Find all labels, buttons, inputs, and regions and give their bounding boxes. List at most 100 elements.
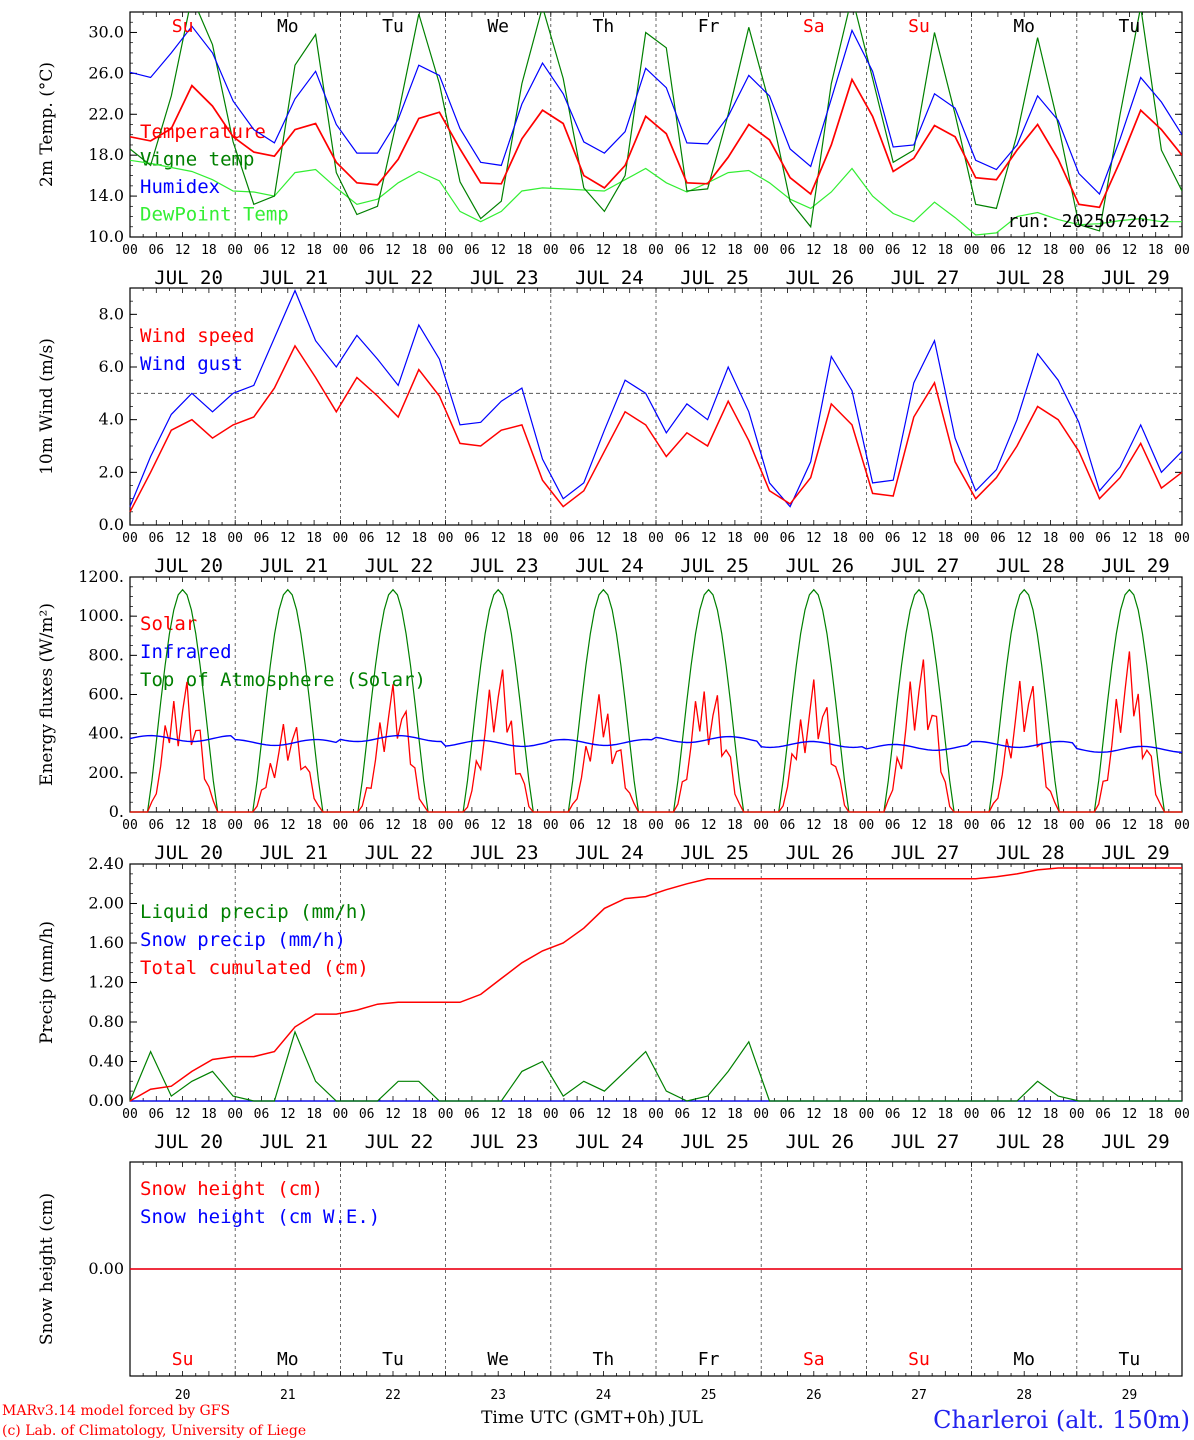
hour-label: 06 <box>569 531 585 546</box>
y-tick-label: 22.0 <box>88 104 124 123</box>
x-axis-title: Time UTC (GMT+0h) JUL <box>481 1408 703 1428</box>
weekday-label: Mo <box>277 16 299 37</box>
y-tick-label: 0.00 <box>88 1259 124 1278</box>
hour-label: 18 <box>622 531 638 546</box>
hour-label: 18 <box>1043 818 1059 833</box>
hour-label: 18 <box>1148 1107 1164 1122</box>
day-label: JUL 20 <box>154 555 223 577</box>
hour-label: 12 <box>1016 1107 1032 1122</box>
hour-label: 18 <box>201 1107 217 1122</box>
y-tick-label: 2.00 <box>88 894 124 913</box>
hour-label: 00 <box>333 243 349 258</box>
day-label: JUL 20 <box>154 842 223 864</box>
y-tick-label: 800. <box>88 645 124 664</box>
hour-label: 12 <box>385 1107 401 1122</box>
hour-label: 12 <box>806 818 822 833</box>
hour-label: 06 <box>885 1107 901 1122</box>
y-tick-label: 6.0 <box>99 357 124 376</box>
series-humidex <box>130 25 1182 196</box>
hour-label: 12 <box>490 1107 506 1122</box>
hour-label: 06 <box>569 243 585 258</box>
day-label: JUL 28 <box>996 267 1065 289</box>
day-label: JUL 26 <box>785 555 854 577</box>
hour-label: 06 <box>569 1107 585 1122</box>
hour-label: 00 <box>438 531 454 546</box>
hour-label: 00 <box>122 243 138 258</box>
hour-label: 06 <box>359 1107 375 1122</box>
hour-label: 06 <box>674 531 690 546</box>
hour-label: 12 <box>1122 243 1138 258</box>
day-number: 20 <box>175 1388 191 1403</box>
hour-label: 12 <box>490 531 506 546</box>
hour-label: 18 <box>411 243 427 258</box>
hour-label: 00 <box>227 243 243 258</box>
hour-label: 12 <box>701 531 717 546</box>
hour-label: 18 <box>727 818 743 833</box>
legend-entry: Snow precip (mm/h) <box>140 929 346 951</box>
series-top-of-atmosphere <box>130 588 1182 813</box>
hour-label: 18 <box>937 1107 953 1122</box>
day-label: JUL 21 <box>259 555 328 577</box>
day-label: JUL 23 <box>470 555 539 577</box>
hour-label: 12 <box>385 243 401 258</box>
y-tick-label: 0.0 <box>99 515 124 534</box>
precip-panel: 0.00 0.40 0.80 1.20 1.60 2.00 2.40 Precip (mm/h… <box>37 854 1190 1153</box>
hour-label: 12 <box>175 1107 191 1122</box>
model-credit: MARv3.14 model forced by GFS <box>2 1403 230 1419</box>
day-label: JUL 22 <box>365 267 434 289</box>
day-number: 24 <box>596 1388 612 1403</box>
hour-label: 18 <box>201 531 217 546</box>
hour-label: 00 <box>1069 243 1085 258</box>
hour-label: 18 <box>832 531 848 546</box>
hour-label: 12 <box>911 818 927 833</box>
series-infrared <box>129 734 1183 753</box>
hour-label: 18 <box>1148 818 1164 833</box>
weekday-label: Su <box>908 16 930 37</box>
series-solar <box>130 651 1182 813</box>
day-label: JUL 20 <box>154 1131 223 1153</box>
series-wind-speed <box>129 344 1183 513</box>
hour-label: 12 <box>280 243 296 258</box>
hour-label: 18 <box>622 1107 638 1122</box>
hour-label: 18 <box>727 1107 743 1122</box>
hour-label: 06 <box>780 531 796 546</box>
hour-label: 00 <box>859 243 875 258</box>
hour-label: 12 <box>701 243 717 258</box>
hour-label: 00 <box>859 818 875 833</box>
hour-label: 00 <box>438 818 454 833</box>
day-label: JUL 28 <box>996 1131 1065 1153</box>
hour-label: 18 <box>1148 243 1164 258</box>
hour-label: 00 <box>1069 1107 1085 1122</box>
hour-label: 00 <box>753 1107 769 1122</box>
weekday-label: Tu <box>382 1349 404 1370</box>
day-number: 23 <box>490 1388 506 1403</box>
hour-label: 18 <box>832 243 848 258</box>
hour-label: 06 <box>990 531 1006 546</box>
hour-label: 00 <box>543 531 559 546</box>
hour-label: 18 <box>306 243 322 258</box>
day-label: JUL 22 <box>365 1131 434 1153</box>
day-label: JUL 21 <box>259 842 328 864</box>
legend-entry: Vigne temp <box>140 149 254 171</box>
hour-label: 18 <box>306 531 322 546</box>
hour-label: 12 <box>911 531 927 546</box>
day-number: 29 <box>1122 1388 1138 1403</box>
weekday-label: Tu <box>1119 1349 1141 1370</box>
hour-label: 00 <box>648 243 664 258</box>
series-total-cumulated <box>129 867 1182 1102</box>
day-label: JUL 27 <box>891 555 960 577</box>
legend-entry: Liquid precip (mm/h) <box>140 901 369 923</box>
day-number: 25 <box>701 1388 717 1403</box>
hour-label: 06 <box>254 1107 270 1122</box>
hour-label: 18 <box>517 1107 533 1122</box>
weekday-label: Mo <box>1013 1349 1035 1370</box>
weekday-label: Mo <box>1013 16 1035 37</box>
hour-label: 18 <box>306 1107 322 1122</box>
weekday-label: Tu <box>1119 16 1141 37</box>
hour-label: 00 <box>122 531 138 546</box>
day-label: JUL 29 <box>1101 1131 1170 1153</box>
hour-label: 12 <box>385 818 401 833</box>
hour-label: 00 <box>753 818 769 833</box>
hour-label: 00 <box>543 1107 559 1122</box>
hour-label: 12 <box>911 1107 927 1122</box>
